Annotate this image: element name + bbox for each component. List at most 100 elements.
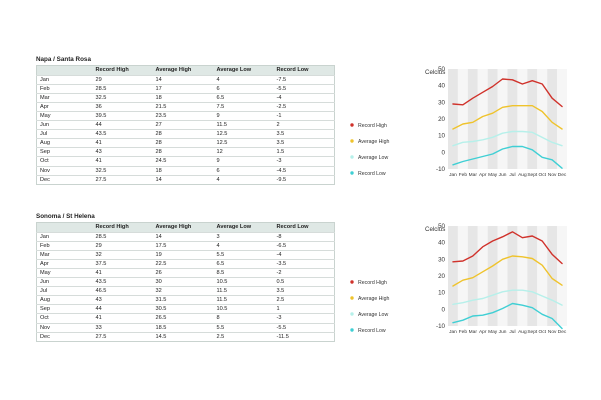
climate-table: Record High Average High Average Low Record…: [36, 65, 335, 185]
climate-table: Record High Average High Average Low Record…: [36, 222, 335, 342]
legend-marker: [350, 328, 354, 332]
table-cell-value: 2: [273, 120, 335, 130]
table-cell-value: -11.5: [273, 331, 335, 342]
legend-marker: [350, 312, 354, 316]
table-cell-value: 27.5: [92, 331, 153, 342]
plot-band: [477, 69, 488, 169]
x-tick-label: Apr: [479, 329, 487, 335]
legend-label: Average Low: [358, 155, 388, 161]
x-tick-label: Sept: [527, 329, 538, 335]
x-tick-label: Jul: [509, 172, 515, 178]
table-cell-value: 19: [152, 249, 214, 260]
plot-band: [467, 69, 478, 169]
x-tick-label: Nov: [548, 172, 557, 178]
table-row: Jun 43.5 30 10.5 0.5: [36, 277, 335, 287]
table-header-row: Record High Average High Average Low Record…: [36, 65, 335, 76]
table-row: Nov 33 18.5 5.5 -5.5: [36, 322, 335, 333]
plot-band: [507, 226, 518, 326]
x-tick-label: Jan: [449, 329, 457, 335]
table-cell-value: -3: [273, 156, 335, 167]
table-header-cell: Average High: [152, 65, 214, 76]
table-header-row: Record High Average High Average Low Record…: [36, 222, 335, 233]
table-cell-value: 10.5: [213, 304, 274, 314]
table-cell-month: Mar: [36, 249, 93, 260]
chart-svg: Celcius -10 0 10 20 30 40 50 Jan Feb Mar Apr May Jun J…: [350, 66, 567, 178]
plot-band: [487, 69, 498, 169]
table-header-cell: Average Low: [213, 65, 274, 76]
x-tick-label: Oct: [538, 172, 546, 178]
region-title: Sonoma / St Helena: [36, 213, 95, 220]
table-cell-value: -6.5: [273, 240, 335, 251]
plot-band: [477, 226, 488, 326]
table-cell-month: Dec: [36, 331, 93, 342]
legend-marker: [350, 296, 354, 300]
table-cell-value: 28: [152, 138, 214, 148]
table-cell-value: 12: [213, 147, 274, 157]
table-cell-value: 6: [213, 165, 274, 176]
table-row: Feb 29 17.5 4 -6.5: [36, 240, 335, 251]
table-cell-month: May: [36, 110, 93, 121]
x-tick-label: Jan: [449, 172, 457, 178]
table-body: Jan 29 14 4 -7.5 Feb 28.5 17 6 -5.5 Mar 32.5 18 6.5 -4…: [36, 74, 335, 185]
napa-section: Napa / Santa Rosa Record High Average Hig…: [36, 56, 576, 186]
x-tick-label: May: [488, 172, 498, 178]
table-cell-value: 3.5: [273, 129, 335, 139]
series-line-average-high: [452, 255, 563, 287]
table-cell-value: 43.5: [92, 277, 153, 287]
table-cell-value: 26: [152, 267, 214, 278]
table-body: Jan 28.5 14 3 -8 Feb 29 17.5 4 -6.5 Mar 32 19 5.5 -4 Ap…: [36, 231, 335, 342]
table-cell-value: 18: [152, 92, 214, 103]
table-cell-value: 0.5: [273, 277, 335, 287]
table-cell-month: Oct: [36, 156, 93, 167]
table-cell-value: -4.5: [273, 165, 335, 176]
plot-band: [527, 69, 538, 169]
region-title: Napa / Santa Rosa: [36, 56, 91, 63]
y-tick-label: 50: [438, 66, 445, 73]
table-row: May 39.5 23.5 9 -1: [36, 110, 335, 121]
table-cell-value: 11.5: [213, 286, 274, 296]
table-cell-value: 6.5: [213, 258, 274, 269]
x-tick-label: Mar: [469, 329, 478, 335]
table-cell-value: 28.5: [92, 83, 153, 94]
legend-marker: [350, 139, 354, 143]
x-tick-label: Apr: [479, 172, 487, 178]
table-cell-month: Mar: [36, 92, 93, 103]
legend-label: Average High: [358, 139, 389, 145]
x-tick-label: Nov: [548, 329, 557, 335]
legend-marker: [350, 171, 354, 175]
table-cell-value: 27.5: [92, 174, 153, 185]
table-cell-value: 41: [92, 138, 153, 148]
table-cell-value: -2.5: [273, 101, 335, 112]
table-cell-value: 31.5: [152, 295, 214, 305]
table-cell-value: 28: [152, 147, 214, 157]
legend-marker: [350, 123, 354, 127]
table-cell-month: Jan: [36, 74, 93, 85]
table-cell-value: 17: [152, 83, 214, 94]
table-cell-month: Aug: [36, 138, 93, 148]
table-row: Jul 46.5 32 11.5 3.5: [36, 286, 335, 296]
table-cell-value: 1.5: [273, 147, 335, 157]
table-cell-value: 4: [213, 174, 274, 185]
table-cell-value: 43: [92, 147, 153, 157]
legend-label: Record High: [358, 123, 387, 129]
table-cell-value: 11.5: [213, 295, 274, 305]
plot-band: [467, 226, 478, 326]
table-row: Aug 43 31.5 11.5 2.5: [36, 295, 335, 305]
y-tick-label: -10: [436, 323, 446, 330]
plot-band: [517, 226, 528, 326]
table-cell-value: 23.5: [152, 110, 214, 121]
legend-label: Record High: [358, 280, 387, 286]
table-cell-value: 3.5: [273, 138, 335, 148]
table-cell-month: Jun: [36, 277, 93, 287]
table-row: Jun 44 27 11.5 2: [36, 120, 335, 130]
table-cell-value: 36: [92, 101, 153, 112]
series-line-record-low: [452, 145, 563, 169]
table-cell-value: 30: [152, 277, 214, 287]
x-tick-label: Jul: [509, 329, 515, 335]
x-tick-label: Jun: [499, 172, 507, 178]
x-tick-label: Feb: [459, 172, 468, 178]
table-cell-value: 9: [213, 110, 274, 121]
table-cell-value: 41: [92, 313, 153, 324]
table-cell-value: 7.5: [213, 101, 274, 112]
table-cell-month: Jun: [36, 120, 93, 130]
